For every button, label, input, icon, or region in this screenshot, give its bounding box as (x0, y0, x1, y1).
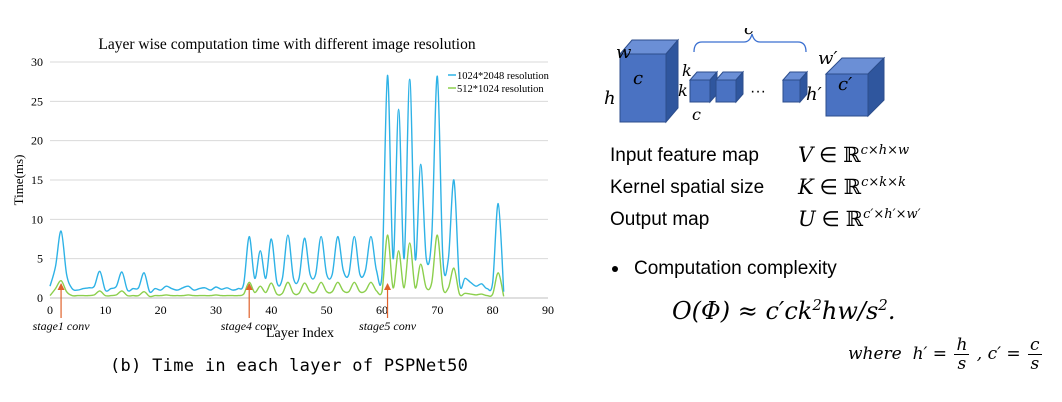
x-tick-label: 70 (431, 303, 443, 317)
chart-gridlines (50, 61, 548, 260)
kernel-cube-3 (781, 70, 809, 104)
annotation-label: stage4 conv (221, 319, 279, 333)
series-line (49, 234, 505, 298)
figure-caption: (b) Time in each layer of PSPNet50 (110, 356, 469, 376)
input-c-label: c (633, 68, 643, 89)
line-chart: 0 5 10 15 20 25 30 0 10 20 30 40 50 60 70 80 90 1024*20… (11, 36, 554, 341)
kernel-brace (693, 33, 807, 53)
chart-series (49, 74, 505, 298)
annotation-label: stage5 conv (359, 319, 417, 333)
output-w-label: w′ (818, 48, 838, 69)
y-tick-labels: 0 5 10 15 20 25 30 (31, 55, 43, 305)
x-tick-label: 20 (155, 303, 167, 317)
y-tick-label: 15 (31, 173, 43, 187)
bullet-dot (612, 265, 618, 272)
kernel-cprime-label: c′ (744, 28, 758, 39)
chart-legend: 1024*2048 resolution 512*1024 resolution (448, 71, 550, 95)
output-h-label: h′ (806, 84, 822, 105)
tensor-diagram: w c h c′ k k c ··· w′ c′ h′ (604, 28, 886, 124)
x-tick-labels: 0 10 20 30 40 50 60 70 80 90 (47, 303, 554, 317)
row-formula: U ∈ ℝc′×h′×w′ (798, 207, 921, 231)
row-label: Output map (610, 209, 710, 230)
annotation-arrowhead (245, 283, 253, 290)
kernel-cube-1 (688, 70, 719, 104)
x-tick-label: 40 (265, 303, 277, 317)
x-tick-label: 30 (210, 303, 222, 317)
annotation-label: stage1 conv (33, 319, 91, 333)
row-label: Input feature map (610, 145, 759, 166)
input-w-label: w (616, 42, 632, 63)
chart-annotations: stage1 conv stage4 conv stage5 conv (33, 283, 417, 333)
y-tick-label: 10 (31, 212, 43, 226)
y-tick-label: 30 (31, 55, 43, 69)
input-cube (618, 38, 680, 124)
kernel-cube-2 (714, 70, 745, 104)
legend-label: 1024*2048 resolution (457, 71, 550, 82)
output-c-label: c′ (838, 74, 852, 95)
series-line (49, 74, 505, 294)
row-formula: V ∈ ℝc×h×w (798, 143, 910, 167)
annotation-arrowhead (384, 283, 392, 290)
x-axis-label: Layer Index (266, 326, 334, 341)
y-tick-label: 5 (37, 252, 43, 266)
chart-title: Layer wise computation time with differe… (98, 36, 475, 53)
annotation-arrowhead (57, 283, 65, 290)
y-tick-label: 25 (31, 94, 43, 108)
x-tick-label: 50 (321, 303, 333, 317)
x-tick-label: 90 (542, 303, 554, 317)
kernel-dots: ··· (750, 83, 766, 100)
y-tick-label: 20 (31, 134, 43, 148)
y-axis-label: Time(ms) (11, 155, 26, 206)
y-tick-label: 0 (37, 291, 43, 305)
complexity-formula: O(Φ) ≈ c′ck2hw/s2. (672, 296, 896, 325)
x-tick-label: 80 (487, 303, 499, 317)
kernel-k-left-label: k (678, 81, 688, 100)
legend-label: 512*1024 resolution (457, 84, 544, 95)
x-tick-label: 60 (376, 303, 388, 317)
x-tick-label: 0 (47, 303, 53, 317)
kernel-c-label: c (692, 105, 701, 124)
row-label: Kernel spatial size (610, 177, 765, 198)
x-tick-label: 10 (99, 303, 111, 317)
input-h-label: h (604, 88, 616, 109)
kernel-k-top-label: k (682, 61, 692, 80)
output-cube (824, 56, 886, 118)
complexity-bullet: Computation complexity (612, 258, 837, 280)
bullet-text: Computation complexity (634, 258, 837, 279)
row-formula: K ∈ ℝc×k×k (798, 175, 906, 199)
